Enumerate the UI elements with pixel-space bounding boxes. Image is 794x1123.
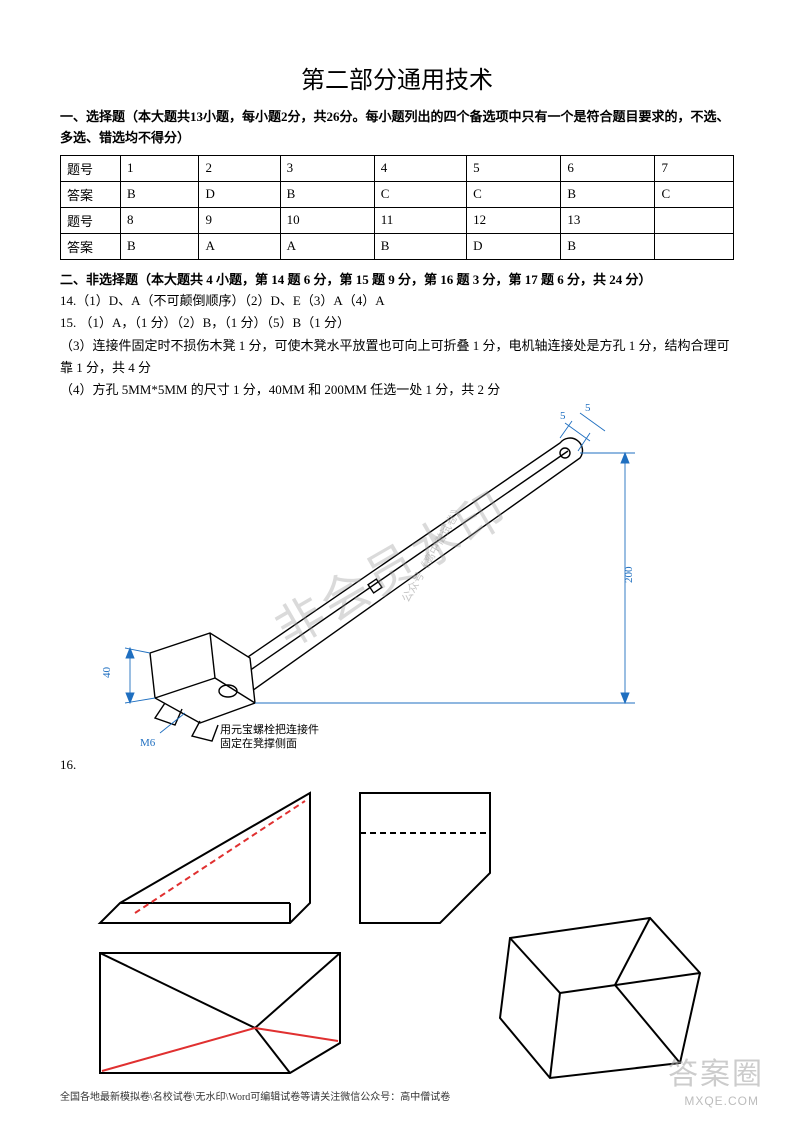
dim-200: 200	[623, 566, 635, 583]
dim-40: 40	[101, 666, 113, 678]
answer-table: 题号 1 2 3 4 5 6 7 答案 B D B C C B C 题号 8 9…	[60, 155, 734, 260]
table-row: 答案 B A A B D B	[61, 233, 734, 259]
diagram-caption-2: 固定在凳撑侧面	[220, 736, 297, 750]
q16-label: 16.	[60, 757, 734, 773]
page-title: 第二部分通用技术	[60, 60, 734, 95]
table-row: 题号 1 2 3 4 5 6 7	[61, 155, 734, 181]
answer-line-15-1: 15. （1）A，（1 分）（2）B，（1 分）（5）B（1 分）	[60, 312, 734, 334]
watermark-corner: 答案圈	[668, 1049, 764, 1093]
diagram-caption-1: 用元宝螺栓把连接件	[220, 722, 319, 736]
table-row: 题号 8 9 10 11 12 13	[61, 207, 734, 233]
dim-5b: 5	[585, 403, 591, 414]
answer-line-15-3: （3）连接件固定时不损伤木凳 1 分，可使木凳水平放置也可向上可折叠 1 分，电…	[60, 335, 734, 379]
section2-heading: 二、非选择题（本大题共 4 小题，第 14 题 6 分，第 15 题 9 分，第…	[60, 270, 734, 291]
row-label: 题号	[61, 207, 121, 233]
table-row: 答案 B D B C C B C	[61, 181, 734, 207]
footer-text: 全国各地最新模拟卷\名校试卷\无水印\Word可编辑试卷等请关注微信公众号：高中…	[60, 1088, 450, 1103]
question15-diagram: 200 40 5 5 M6 用元宝螺栓把连接件 固定在凳撑侧面 公众号《高中僧试…	[60, 403, 730, 753]
dim-m6: M6	[140, 737, 156, 749]
dim-5a: 5	[560, 410, 566, 422]
answer-line-15-4: （4）方孔 5MM*5MM 的尺寸 1 分，40MM 和 200MM 任选一处 …	[60, 379, 734, 401]
row-label: 答案	[61, 233, 121, 259]
section1-heading: 一、选择题（本大题共13小题，每小题2分，共26分。每小题列出的四个备选项中只有…	[60, 107, 734, 149]
question16-shapes	[60, 773, 730, 1083]
row-label: 答案	[61, 181, 121, 207]
watermark-url: MXQE.COM	[684, 1094, 759, 1108]
answer-line-14: 14.（1）D、A（不可颠倒顺序）（2）D、E（3）A（4）A	[60, 290, 734, 312]
row-label: 题号	[61, 155, 121, 181]
